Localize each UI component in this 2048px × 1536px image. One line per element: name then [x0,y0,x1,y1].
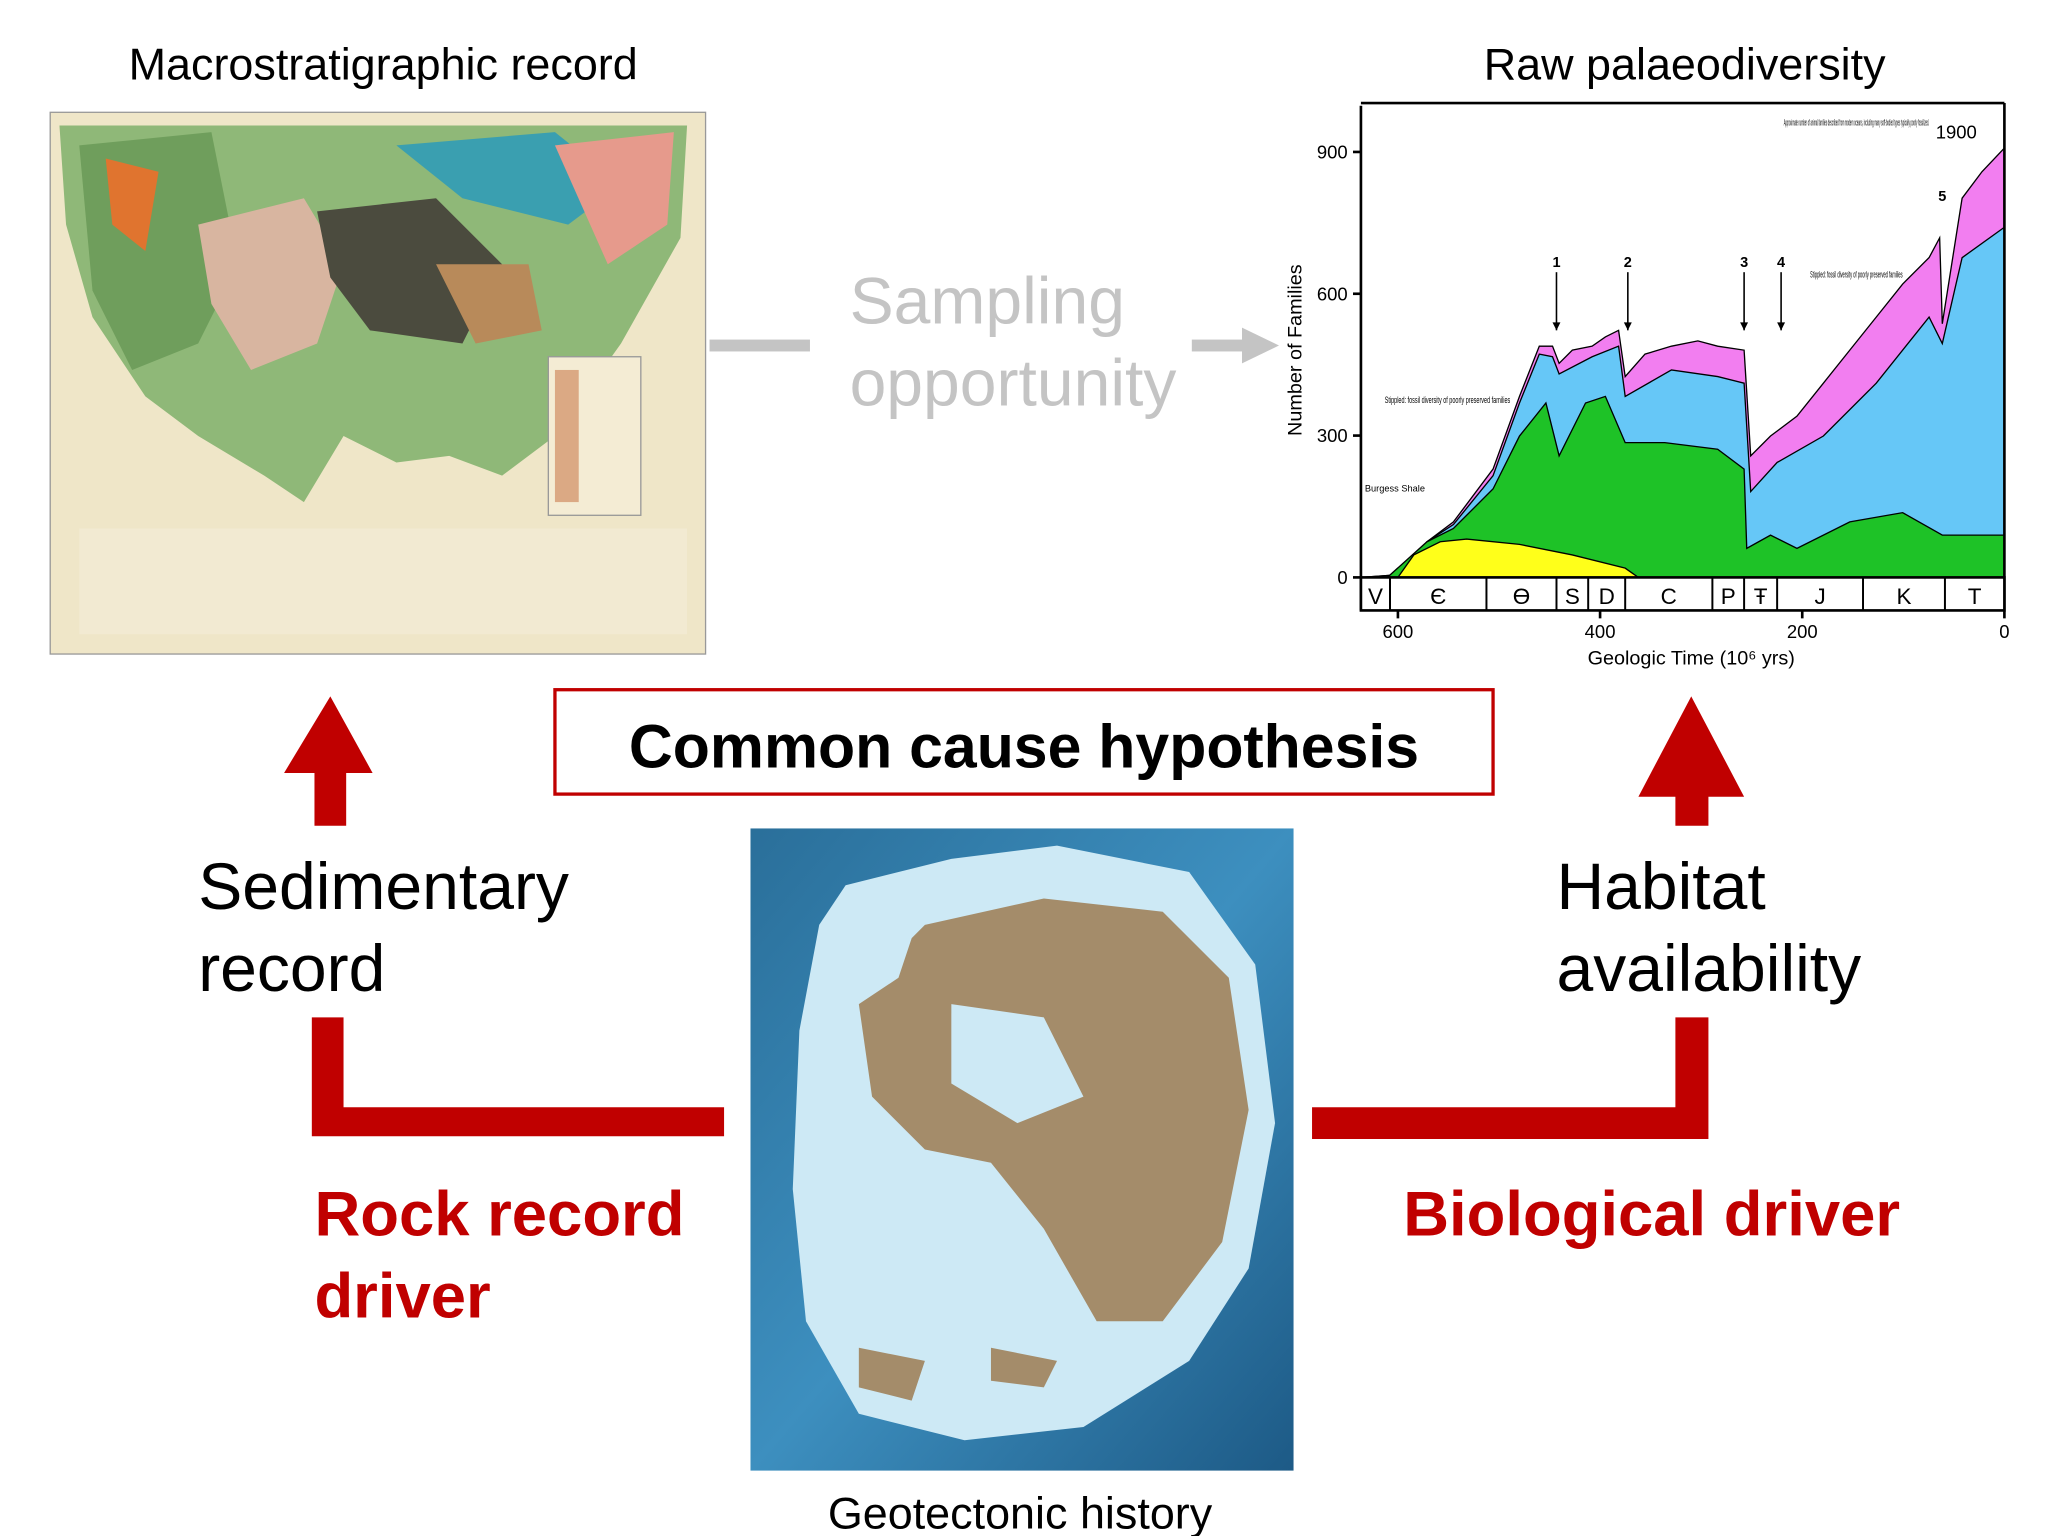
event-label: 1 [1552,255,1560,271]
branch-label: Sedimentary [198,849,569,923]
driver-label: Biological driver [1403,1179,1900,1249]
sampling-text: opportunity [850,346,1177,420]
branch-label: Habitat [1556,849,1765,923]
note-text: Approximate number of animal families de… [1784,118,1929,128]
period-label: C [1661,584,1677,609]
event-arrowhead [1777,322,1786,331]
x-tick-label: 600 [1383,621,1414,642]
period-bar [1359,576,2006,612]
area-green [1385,395,2006,579]
x-tick-label: 400 [1585,621,1616,642]
up-arrow [284,696,373,826]
x-tick-label: 200 [1787,621,1818,642]
branch-label: availability [1556,931,1861,1005]
area-yellow [1396,538,1641,579]
event-label: 5 [1938,189,1946,205]
gray-arrowhead [1242,327,1280,364]
diversity-chart: Number of Families Geologic Time (10⁶ yr… [1284,101,2010,670]
period-label: Ŧ [1754,584,1768,609]
hypothesis-text: Common cause hypothesis [629,713,1419,781]
y-tick-label: 0 [1337,567,1347,588]
event-label: 3 [1740,255,1748,271]
period-label: V [1368,584,1383,609]
left-title: Macrostratigraphic record [129,38,638,89]
up-arrow [1638,696,1745,826]
right-title: Raw palaeodiversity [1484,38,1886,89]
note: Burgess Shale [1365,484,1425,494]
y-tick-label: 300 [1317,425,1348,446]
y-tick-label: 600 [1317,283,1348,304]
event-arrowhead [1740,322,1749,331]
y-tick-label: 900 [1317,142,1348,163]
period-label: Є [1430,584,1446,609]
period-label: T [1968,584,1982,609]
event-label: 2 [1624,255,1632,271]
gray-connector [709,339,810,352]
period-label: Ɵ [1513,584,1530,609]
period-label: K [1896,584,1911,609]
period-label: P [1721,584,1736,609]
period-label: S [1565,584,1580,609]
driver-label: driver [314,1261,490,1331]
palaeogeographic-map [750,828,1294,1471]
gray-arrow [1191,339,1248,352]
x-tick-label: 0 [1999,621,2009,642]
period-label: J [1814,584,1825,609]
map-caption: Geotectonic history [828,1488,1213,1536]
period-label: D [1599,584,1615,609]
hypothesis-box [553,688,1495,796]
connector [311,1017,725,1137]
sampling-text: Sampling [850,264,1125,338]
note: Approximate number of animal families de… [1784,118,1929,128]
note: Stippled: fossil diversity of poorly pre… [1385,395,1511,405]
x-axis-label: Geologic Time (10⁶ yrs) [1588,648,1795,670]
driver-label: Rock record [314,1179,684,1249]
y-axis-label: Number of Families [1284,264,1306,436]
event-label: 4 [1777,255,1785,271]
note: 1900 [1936,122,1977,143]
connector [1312,1017,1709,1139]
note: Stippled: fossil diversity of poorly pre… [1810,269,1903,279]
event-arrowhead [1623,322,1632,331]
branch-label: record [198,931,385,1005]
geological-map [49,111,707,655]
event-arrowhead [1552,322,1561,331]
